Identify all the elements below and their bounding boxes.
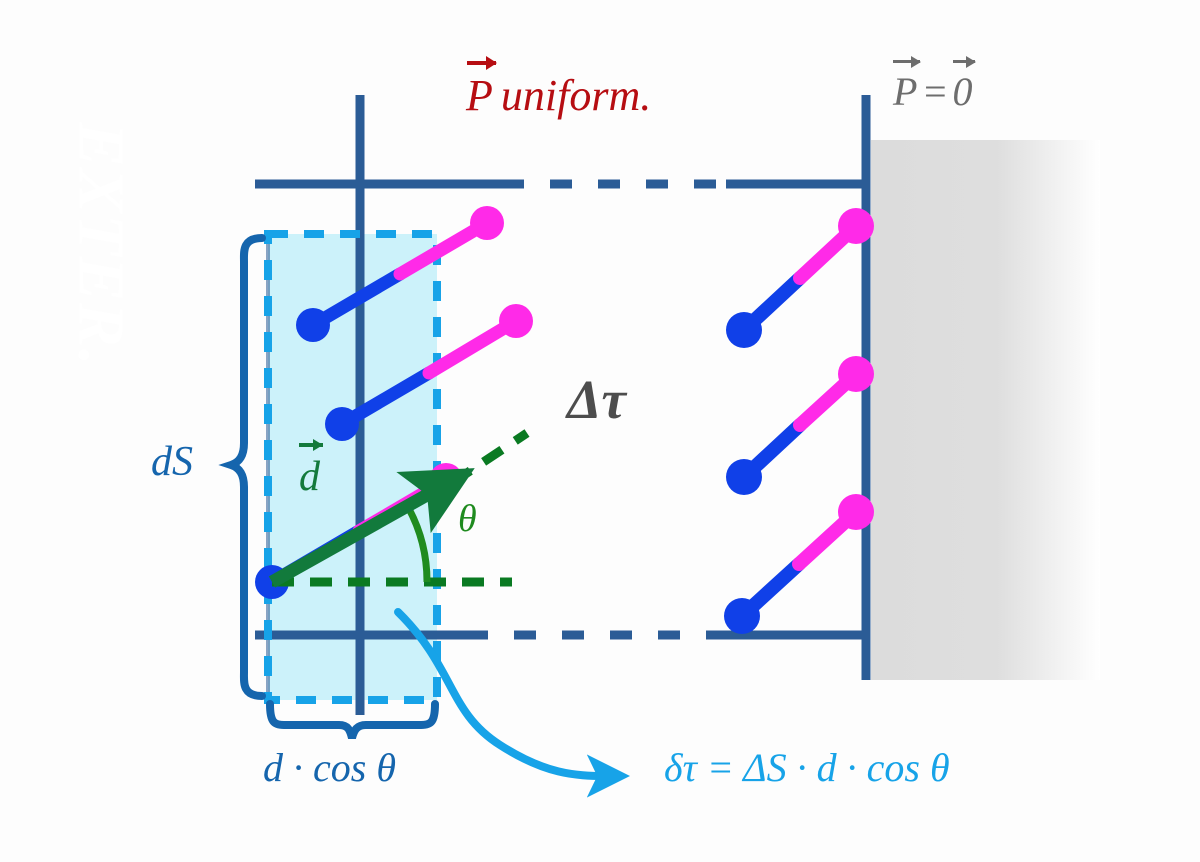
- uniform-text: uniform.: [500, 71, 652, 120]
- angle-label: θ: [458, 498, 477, 540]
- green-extension-dashed: [449, 429, 530, 487]
- dipole-positive-dot: [470, 206, 504, 240]
- brace-horizontal-thickness: [266, 700, 439, 740]
- vector-arrow-icon: [299, 443, 323, 447]
- callout-curve-arrow: [394, 608, 630, 798]
- vector-arrow-icon: [893, 60, 921, 64]
- displacement-vector-label: d: [299, 443, 323, 500]
- dipole-positive-dot: [838, 208, 874, 244]
- zero-vector-symbol: 0: [952, 60, 975, 114]
- dipole-positive-dot: [499, 304, 533, 338]
- polarization-zero-label: P = 0: [893, 60, 975, 114]
- p-symbol-text: P: [893, 69, 918, 114]
- dipole-negative-dot: [325, 407, 359, 441]
- volume-formula-label: δτ = ΔS · d · cos θ: [664, 745, 950, 790]
- brace-vertical-ds: [218, 234, 266, 700]
- d-symbol-text: d: [299, 454, 320, 500]
- p-vector-symbol: P: [466, 60, 497, 120]
- surface-element-label: dS: [151, 439, 193, 485]
- dipole-boundary-1: [726, 208, 874, 348]
- vector-arrow-icon: [466, 60, 497, 65]
- dipole-negative-dot: [726, 312, 762, 348]
- dipole-negative-dot: [296, 308, 330, 342]
- vector-arrow-icon: [952, 60, 975, 64]
- p-symbol-text: P: [466, 71, 493, 120]
- dipole-inside-2: [325, 304, 533, 441]
- dipole-boundary-2: [726, 356, 874, 495]
- p-vector-symbol: P: [893, 60, 921, 114]
- d-vector-symbol: d: [299, 443, 323, 500]
- thickness-label: d · cos θ: [263, 745, 396, 790]
- equals-sign: =: [921, 69, 949, 114]
- dipole-boundary-3: [724, 494, 874, 634]
- zero-symbol-text: 0: [952, 69, 973, 114]
- volume-element-label: Δτ: [567, 369, 626, 430]
- dipole-negative-dot: [724, 598, 760, 634]
- dipole-positive-dot: [838, 494, 874, 530]
- exterior-region: [871, 140, 1100, 680]
- displacement-vector-arrow: [268, 468, 475, 588]
- dipole-positive-dot: [838, 356, 874, 392]
- dipole-negative-dot: [726, 459, 762, 495]
- dipole-inside-1: [296, 206, 504, 342]
